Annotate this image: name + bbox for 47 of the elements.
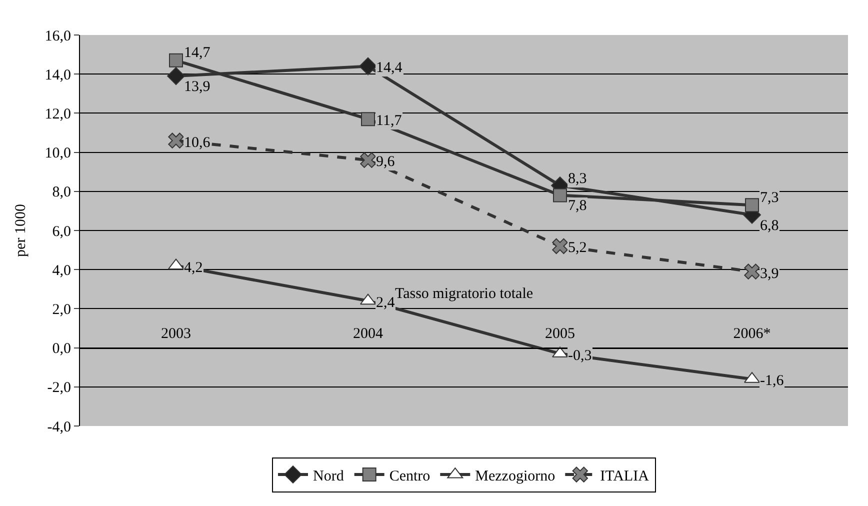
y-tick-label: -2,0 (47, 380, 71, 396)
y-tick-label: 16,0 (44, 28, 71, 44)
data-label: 4,2 (184, 260, 203, 276)
y-tick-label: 8,0 (52, 184, 71, 201)
data-label: 5,2 (568, 240, 587, 256)
y-tick-label: 12,0 (44, 106, 71, 122)
data-label: 6,8 (760, 218, 779, 234)
data-label: 14,4 (376, 60, 403, 76)
point (744, 264, 760, 280)
data-label: 7,8 (568, 198, 587, 214)
x-axis-title: Tasso migratorio totale (394, 286, 534, 302)
x-tick-label: 2004 (353, 326, 384, 342)
legend-label: Mezzogiorno (475, 468, 556, 484)
point (169, 53, 183, 68)
y-tick-label: 14,0 (44, 67, 71, 84)
y-tick-label: -4,0 (47, 419, 71, 436)
data-label: 14,7 (184, 45, 211, 61)
data-label: 11,7 (376, 113, 402, 129)
y-tick-label: 10,0 (44, 146, 71, 162)
data-label: 13,9 (184, 79, 210, 95)
point (168, 132, 184, 148)
legend-label: ITALIA (600, 468, 650, 484)
x-tick-label: 2003 (161, 326, 191, 342)
data-label: 9,6 (376, 154, 396, 170)
point (359, 57, 377, 76)
data-label: -1,6 (760, 373, 784, 389)
data-label: 3,9 (760, 266, 779, 282)
legend-label: Centro (389, 468, 430, 484)
data-label: 10,6 (184, 135, 211, 151)
x-tick-label: 2006* (733, 326, 771, 342)
data-label: 2,4 (376, 295, 396, 311)
data-label: 7,3 (760, 190, 779, 206)
point (167, 67, 185, 86)
y-tick-label: 6,0 (52, 224, 71, 240)
legend-label: Nord (313, 468, 344, 484)
x-tick-label: 2005 (545, 326, 575, 342)
point (745, 198, 759, 212)
y-tick-label: 2,0 (52, 302, 71, 318)
point (552, 238, 568, 254)
point (553, 188, 567, 202)
data-label: -0,3 (568, 348, 592, 364)
y-tick-label: 4,0 (52, 262, 71, 279)
point (361, 112, 375, 126)
point (360, 152, 376, 168)
y-axis-title: per 1000 (13, 204, 29, 257)
data-label: 8,3 (568, 171, 587, 187)
y-tick-label: 0,0 (52, 341, 71, 358)
